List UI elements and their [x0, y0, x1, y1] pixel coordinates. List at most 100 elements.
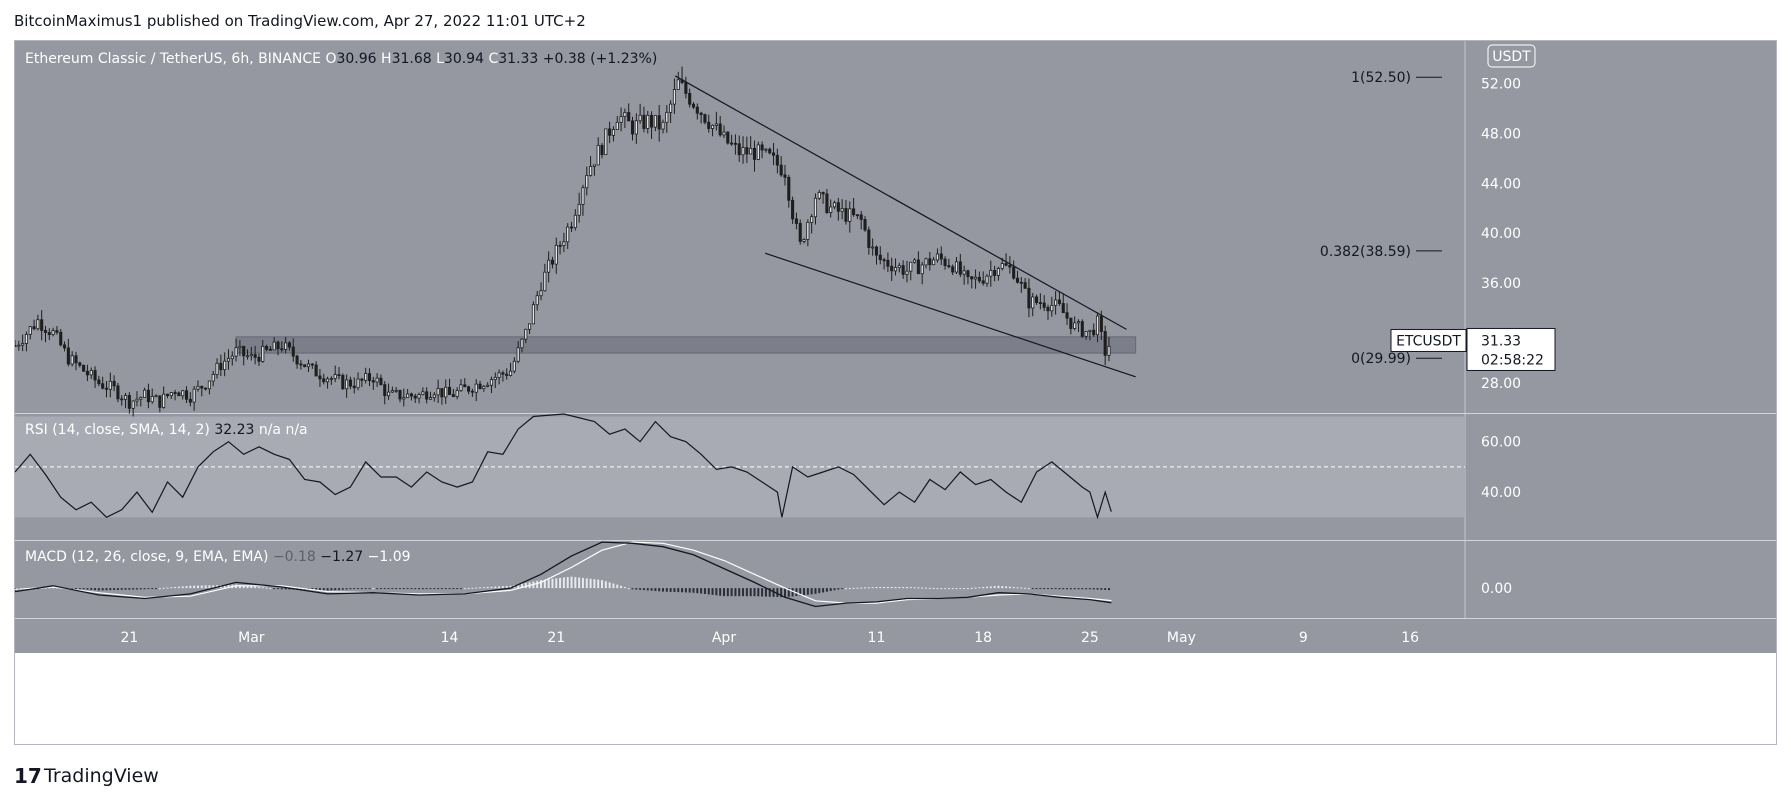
macd-histogram-bar [677, 588, 680, 593]
macd-histogram-bar [391, 588, 394, 590]
candle-down [291, 346, 295, 357]
tradingview-brand[interactable]: TradingView [44, 765, 159, 787]
macd-histogram-bar [273, 588, 276, 590]
candle-up [592, 164, 596, 167]
candle-up [756, 144, 760, 160]
candle-up [1054, 299, 1058, 306]
candle-down [878, 254, 882, 261]
macd-histogram-bar [669, 588, 672, 592]
candle-up [1050, 304, 1054, 312]
macd-axis-tick: 0.00 [1481, 581, 1512, 597]
macd-histogram-bar [498, 586, 501, 589]
candle-down [993, 270, 997, 276]
candle-down [752, 147, 757, 160]
macd-histogram-bar [318, 588, 321, 591]
candle-down [104, 387, 109, 390]
candle-down [726, 131, 730, 144]
macd-histogram-bar [322, 588, 325, 591]
macd-histogram-bar [1085, 588, 1088, 590]
chart-frame[interactable]: 1(52.50) 0.382(38.59) 0(29.99) 52.00 48.00 44… [14, 40, 1777, 745]
macd-histogram-bar [936, 588, 939, 590]
macd-histogram-bar [905, 586, 908, 589]
macd-histogram-bar [730, 588, 733, 597]
candle-down [630, 120, 635, 135]
candle-down [863, 219, 867, 231]
candle-up [531, 304, 535, 325]
macd-histogram-bar [86, 588, 89, 590]
candle-up [455, 390, 459, 397]
candle-down [295, 355, 299, 365]
candle-up [897, 265, 901, 268]
candle-down [1057, 299, 1061, 304]
macd-histogram-bar [1069, 588, 1072, 590]
macd-histogram-bar [1012, 586, 1015, 589]
candle-down [699, 112, 703, 115]
symbol-legend: Ethereum Classic / TetherUS, 6h, BINANCE… [25, 51, 657, 67]
publish-header: BitcoinMaximus1 published on TradingView… [0, 0, 1791, 40]
macd-histogram-bar [890, 586, 893, 589]
candle-up [1084, 331, 1088, 337]
macd-histogram-bar [524, 582, 527, 589]
upper-resistance-trendline [674, 75, 1127, 330]
macd-histogram-bar [928, 587, 931, 589]
candle-up [326, 378, 330, 383]
macd-histogram-bar [932, 587, 935, 589]
macd-histogram-bar [818, 588, 821, 594]
candle-up [589, 166, 593, 176]
macd-histogram-bar [94, 588, 97, 591]
time-axis-tick: Mar [238, 630, 265, 646]
candle-down [177, 392, 181, 397]
macd-histogram-bar [315, 588, 318, 591]
macd-histogram-bar [517, 584, 520, 589]
macd-histogram-bar [475, 587, 478, 589]
last-price-tag [1466, 327, 1556, 371]
macd-histogram-bar [947, 588, 950, 590]
candle-up [989, 270, 993, 277]
macd-histogram-bar [642, 588, 645, 591]
macd-histogram-bar [806, 588, 809, 595]
candle-down [253, 354, 257, 358]
candle-down [772, 152, 776, 156]
candles [15, 66, 1111, 418]
candle-down [730, 142, 734, 145]
macd-histogram-bar [463, 588, 466, 590]
macd-histogram-bar [383, 588, 386, 590]
candle-up [566, 226, 570, 243]
candle-down [314, 364, 318, 377]
macd-histogram-bar [627, 588, 630, 590]
macd-histogram-bar [326, 588, 329, 591]
macd-histogram-bar [574, 577, 577, 589]
candle-up [486, 384, 490, 387]
candle-up [306, 363, 311, 368]
candle-up [520, 338, 524, 349]
candle-down [318, 375, 322, 380]
macd-histogram-bar [74, 588, 77, 590]
macd-histogram-bar [482, 587, 485, 589]
currency-button [1487, 44, 1536, 68]
candle-up [143, 389, 147, 398]
chart-svg[interactable]: 1(52.50) 0.382(38.59) 0(29.99) 52.00 48.00 44… [15, 41, 1776, 744]
candle-down [158, 395, 162, 408]
candle-down [1080, 321, 1084, 337]
macd-histogram-bar [776, 588, 779, 598]
candle-down [947, 265, 951, 268]
candle-up [554, 244, 558, 265]
candle-down [478, 383, 482, 390]
macd-histogram-bar [684, 588, 687, 593]
candle-up [333, 374, 337, 379]
currency-button-label[interactable]: USDT [1492, 49, 1531, 65]
macd-histogram-bar [1043, 588, 1046, 590]
candle-down [165, 393, 170, 397]
macd-histogram-bar [726, 588, 729, 597]
macd-histogram-bar [1016, 587, 1019, 589]
candle-down [916, 259, 920, 275]
tradingview-logo-icon[interactable]: 17 [14, 764, 42, 788]
candle-down [501, 372, 505, 375]
candle-up [207, 380, 211, 390]
macd-histogram-bar [40, 588, 43, 590]
macd-histogram-bar [1020, 587, 1023, 589]
candle-down [977, 276, 981, 282]
candle-up [711, 124, 715, 129]
macd-histogram-bar [963, 588, 966, 590]
candle-down [204, 387, 208, 390]
